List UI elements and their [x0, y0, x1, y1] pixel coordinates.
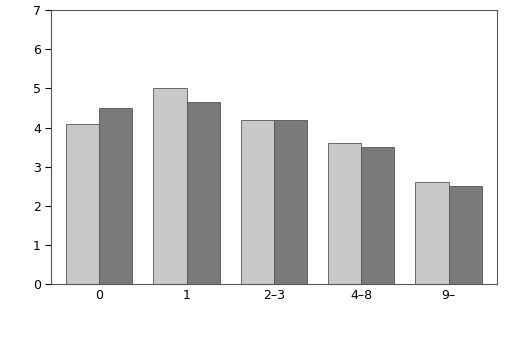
Bar [415, 182, 449, 284]
Bar [241, 120, 274, 284]
Bar [186, 102, 220, 284]
Bar [154, 89, 186, 284]
Bar [99, 108, 133, 284]
Bar [66, 124, 99, 284]
Bar [328, 143, 361, 284]
Bar [361, 147, 394, 284]
Bar [274, 120, 307, 284]
Bar [449, 186, 482, 284]
